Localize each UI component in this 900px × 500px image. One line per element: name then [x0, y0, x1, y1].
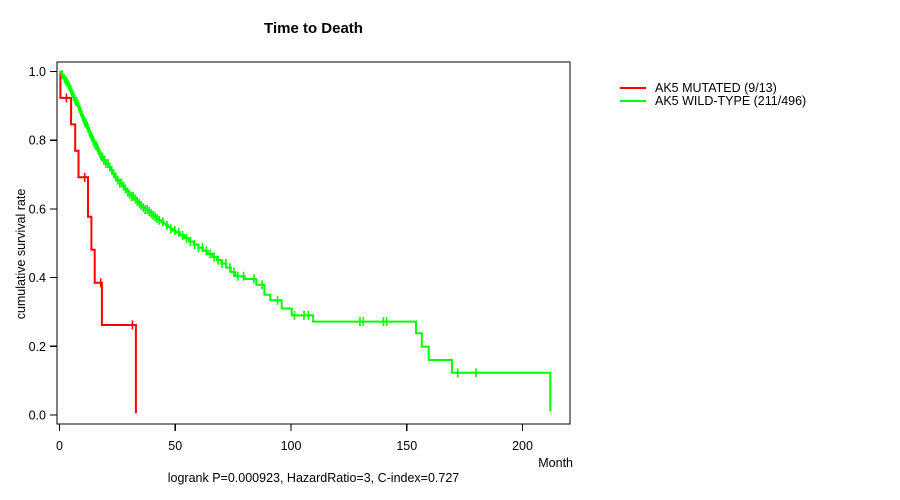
legend-line-green [620, 100, 646, 102]
legend-item-mutated: AK5 MUTATED (9/13) [620, 82, 806, 94]
legend-item-wildtype: AK5 WILD-TYPE (211/496) [620, 95, 806, 107]
legend: AK5 MUTATED (9/13) AK5 WILD-TYPE (211/49… [620, 82, 806, 108]
y-tick-label: 1.0 [29, 65, 46, 79]
y-axis-label: cumulative survival rate [14, 188, 28, 320]
y-tick-label: 0.6 [29, 202, 46, 216]
y-tick-label: 0.0 [29, 409, 46, 423]
legend-line-red [620, 87, 646, 89]
x-axis-label: Month [538, 456, 573, 470]
x-tick-label: 100 [281, 439, 302, 453]
y-tick-label: 0.2 [29, 340, 46, 354]
x-tick-label: 150 [396, 439, 417, 453]
x-tick-label: 0 [56, 439, 63, 453]
survival-curve-wildtype [59, 70, 552, 412]
stats-caption: logrank P=0.000923, HazardRatio=3, C-ind… [167, 471, 460, 485]
legend-label-mutated: AK5 MUTATED (9/13) [655, 81, 777, 95]
legend-label-wildtype: AK5 WILD-TYPE (211/496) [655, 94, 807, 108]
chart-title: Time to Death [264, 20, 363, 37]
x-tick-label: 200 [512, 439, 533, 453]
y-tick-label: 0.8 [29, 134, 46, 148]
y-tick-label: 0.4 [29, 271, 46, 285]
x-tick-label: 50 [168, 439, 182, 453]
plot-frame [56, 61, 571, 425]
survival-curve-mutated [59, 70, 137, 414]
